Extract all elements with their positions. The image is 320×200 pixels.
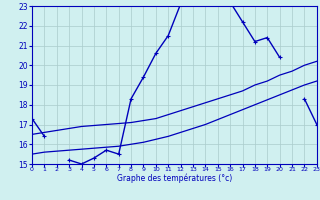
X-axis label: Graphe des températures (°c): Graphe des températures (°c) [117,174,232,183]
